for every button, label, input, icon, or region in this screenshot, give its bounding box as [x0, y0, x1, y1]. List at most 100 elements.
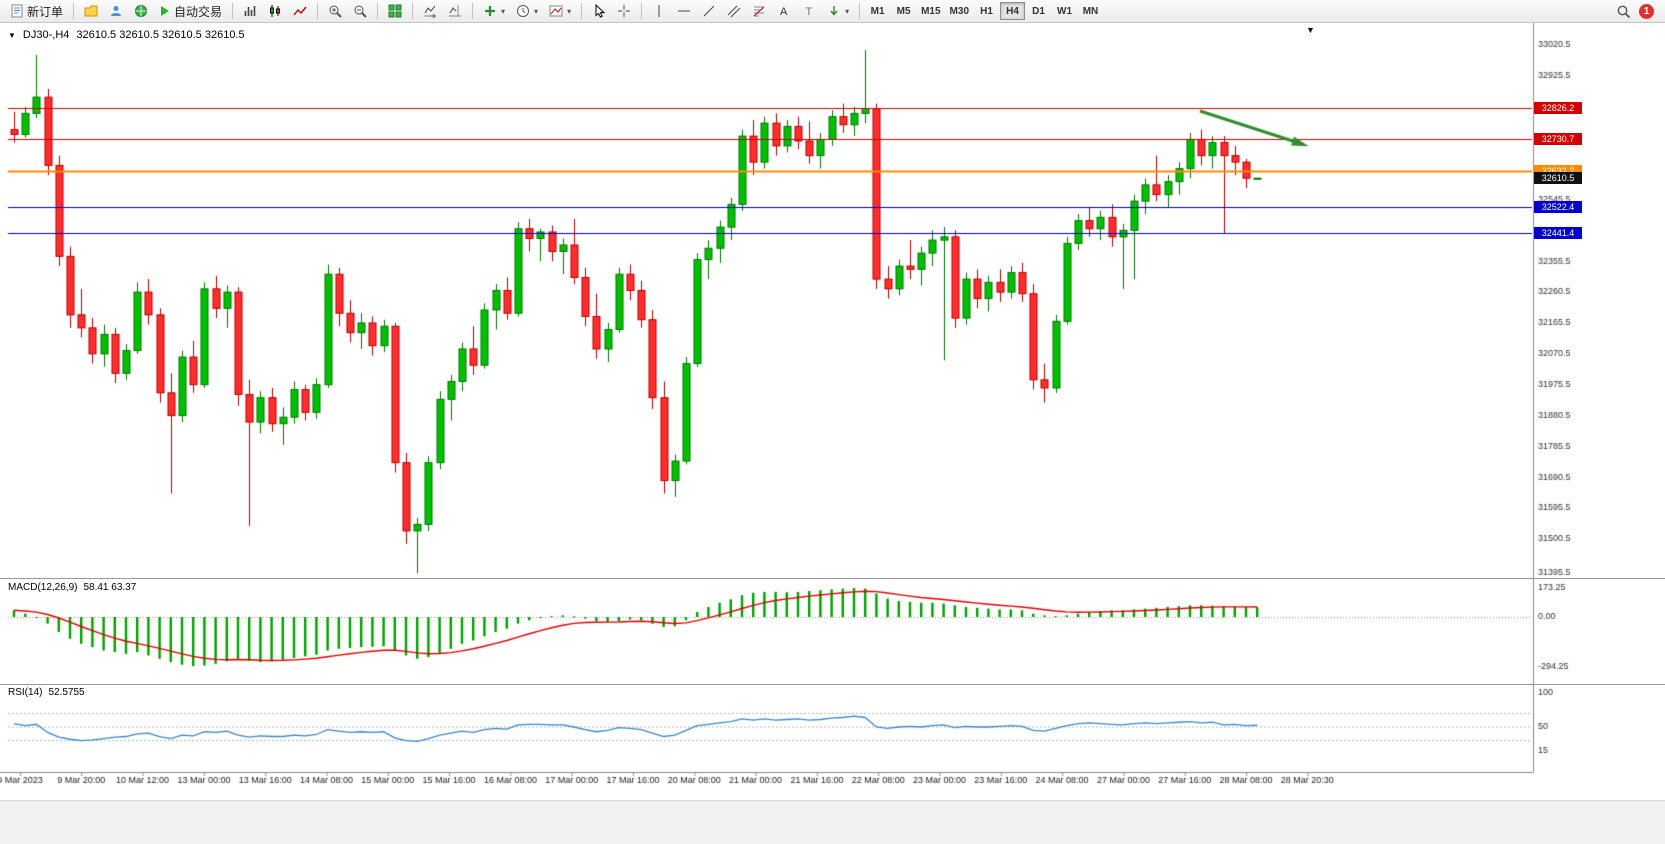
price-level-badge: 32826.2 — [1534, 102, 1582, 115]
candlestick-chart-icon — [268, 4, 282, 18]
new-order-button[interactable]: 新订单 — [5, 1, 68, 21]
new-order-icon — [10, 4, 24, 18]
chart-area: ▼ DJ30-,H4 32610.5 32610.5 32610.5 32610… — [0, 23, 1665, 800]
line-chart-icon — [293, 4, 307, 18]
cursor-button[interactable] — [587, 1, 611, 21]
toolbar-separator — [73, 3, 75, 19]
dropdown-caret[interactable]: ▾ — [845, 6, 850, 16]
crosshair-button[interactable] — [612, 1, 636, 21]
zoom-out-button[interactable] — [348, 1, 372, 21]
channel-icon — [727, 4, 741, 18]
market-watch-button[interactable] — [104, 1, 128, 21]
timeframe-button-m1[interactable]: M1 — [865, 2, 890, 20]
toolbar-separator — [641, 3, 643, 19]
cursor-icon — [592, 4, 606, 18]
price-level-badge: 32441.4 — [1534, 227, 1582, 240]
tile-windows-icon — [388, 4, 402, 18]
timeframe-button-h4[interactable]: H4 — [1000, 2, 1025, 20]
horizontal-line-button[interactable] — [672, 1, 696, 21]
templates-button[interactable]: ▾ — [544, 1, 576, 21]
panel-separator-rsi[interactable] — [0, 684, 1665, 685]
toolbar-separator — [412, 3, 414, 19]
panel-separator-macd[interactable] — [0, 578, 1665, 579]
horizontal-line-icon — [677, 4, 691, 18]
price-level-badge: 32610.5 — [1534, 172, 1582, 185]
chart-menu-arrow[interactable]: ▼ — [8, 30, 16, 40]
timeframe-button-w1[interactable]: W1 — [1052, 2, 1077, 20]
macd-title: MACD(12,26,9) — [8, 582, 78, 593]
autotrading-play-icon — [159, 4, 171, 18]
fibonacci-button[interactable] — [747, 1, 771, 21]
indicators-button[interactable]: ▾ — [478, 1, 510, 21]
rsi-value: 52.5755 — [48, 687, 85, 698]
svg-text:A: A — [780, 6, 788, 18]
macd-label: MACD(12,26,9) 58.41 63.37 — [8, 582, 136, 593]
ohlc-values: 32610.5 32610.5 32610.5 32610.5 — [76, 29, 245, 41]
channel-button[interactable] — [722, 1, 746, 21]
chart-canvas[interactable] — [0, 23, 1665, 800]
autotrading-button[interactable]: 自动交易 — [154, 1, 227, 21]
navigator-globe-icon — [134, 4, 148, 18]
text-button[interactable]: A — [772, 1, 796, 21]
toolbar-separator — [472, 3, 474, 19]
auto-scroll-button[interactable] — [418, 1, 442, 21]
chart-shift-icon — [448, 4, 462, 18]
charts-profile-button[interactable] — [79, 1, 103, 21]
text-icon: A — [777, 4, 791, 18]
arrows-button[interactable]: ▾ — [822, 1, 854, 21]
toolbar-separator — [377, 3, 379, 19]
indicators-plus-icon — [483, 4, 497, 18]
search-button[interactable] — [1611, 1, 1636, 21]
arrows-icon — [827, 4, 841, 18]
periods-button[interactable]: ▾ — [511, 1, 543, 21]
bottom-strip — [0, 800, 1665, 844]
bar-chart-button[interactable] — [238, 1, 262, 21]
price-level-badge: 32522.4 — [1534, 200, 1582, 213]
trendline-icon — [702, 4, 716, 18]
label-button[interactable]: T — [797, 1, 821, 21]
notification-badge[interactable]: 1 — [1639, 3, 1654, 19]
chart-shift-button[interactable] — [443, 1, 467, 21]
dropdown-caret[interactable]: ▾ — [501, 6, 506, 16]
rsi-label: RSI(14) 52.5755 — [8, 687, 85, 698]
timeframe-button-d1[interactable]: D1 — [1026, 2, 1051, 20]
timeframe-button-m30[interactable]: M30 — [946, 2, 973, 20]
fibonacci-icon — [752, 4, 766, 18]
market-watch-icon — [109, 4, 123, 18]
bar-chart-icon — [243, 4, 257, 18]
timeframe-button-m15[interactable]: M15 — [917, 2, 944, 20]
label-icon: T — [802, 4, 816, 18]
zoom-out-icon — [353, 4, 367, 18]
rsi-title: RSI(14) — [8, 687, 43, 698]
crosshair-icon — [617, 4, 631, 18]
navigator-button[interactable] — [129, 1, 153, 21]
auto-scroll-icon — [423, 4, 437, 18]
vertical-line-icon — [652, 4, 666, 18]
clock-icon — [516, 4, 530, 18]
trendline-button[interactable] — [697, 1, 721, 21]
macd-values: 58.41 63.37 — [83, 582, 137, 593]
tile-windows-button[interactable] — [383, 1, 407, 21]
dropdown-caret[interactable]: ▾ — [534, 6, 539, 16]
main-toolbar: 新订单 自动交易 ▾ ▾ ▾ A T ▾ M1 M5 M15 M30 H1 H4… — [0, 0, 1665, 23]
profile-folder-icon — [84, 4, 98, 18]
chart-title: ▼ DJ30-,H4 32610.5 32610.5 32610.5 32610… — [8, 29, 245, 41]
line-chart-button[interactable] — [288, 1, 312, 21]
candlestick-chart-button[interactable] — [263, 1, 287, 21]
dropdown-caret[interactable]: ▾ — [567, 6, 572, 16]
toolbar-separator — [232, 3, 234, 19]
timeframe-button-mn[interactable]: MN — [1078, 2, 1103, 20]
zoom-in-icon — [328, 4, 342, 18]
quick-trade-arrow-icon[interactable]: ▼ — [1306, 25, 1315, 35]
toolbar-separator — [581, 3, 583, 19]
symbol-period-label: DJ30-,H4 — [22, 29, 70, 41]
timeframe-button-m5[interactable]: M5 — [891, 2, 916, 20]
zoom-in-button[interactable] — [323, 1, 347, 21]
price-level-badge: 32730.7 — [1534, 133, 1582, 146]
toolbar-separator — [859, 3, 861, 19]
new-order-label: 新订单 — [27, 4, 64, 19]
vertical-line-button[interactable] — [647, 1, 671, 21]
svg-text:T: T — [806, 6, 813, 18]
timeframe-button-h1[interactable]: H1 — [974, 2, 999, 20]
autotrading-label: 自动交易 — [174, 4, 223, 19]
